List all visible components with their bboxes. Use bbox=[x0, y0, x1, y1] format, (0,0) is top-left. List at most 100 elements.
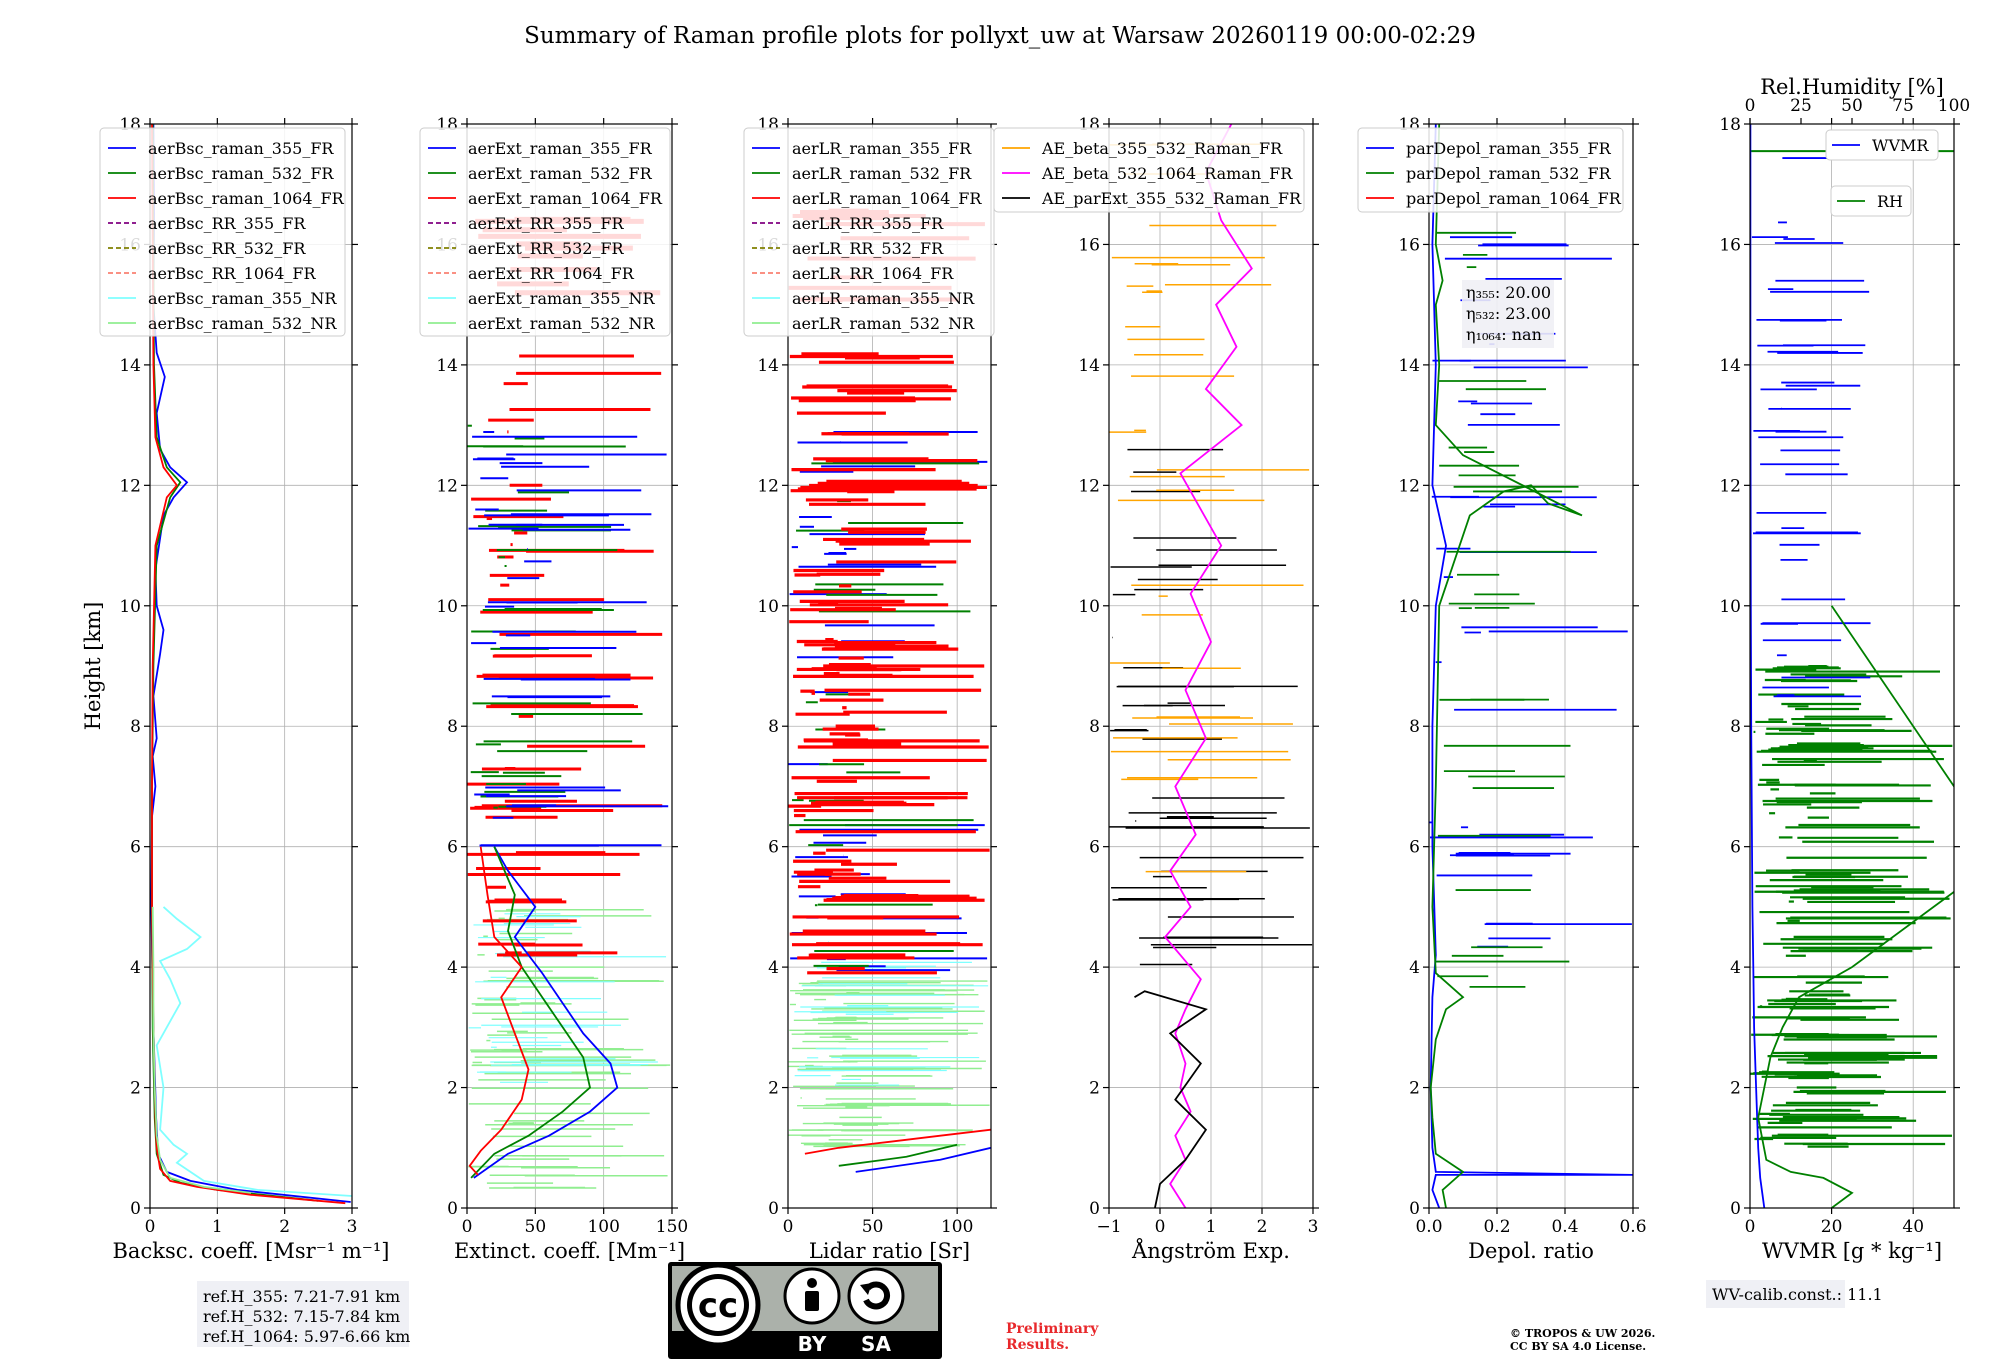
reference-height-box: ref.H_355: 7.21-7.91 km ref.H_532: 7.15-… bbox=[197, 1281, 410, 1347]
axes-frame bbox=[1428, 123, 1634, 1209]
y-tick-label: 0 bbox=[768, 1199, 779, 1219]
y-tick-label: 10 bbox=[757, 597, 779, 617]
x-tick-label: 3 bbox=[1308, 1217, 1319, 1237]
y-tick-label: 0 bbox=[130, 1199, 141, 1219]
legend-label: parDepol_raman_355_FR bbox=[1406, 139, 1612, 158]
x-tick-label: 20 bbox=[1821, 1217, 1843, 1237]
legend-label: aerExt_RR_355_FR bbox=[468, 214, 625, 233]
eta-value: η₅₃₂: 23.00 bbox=[1466, 304, 1551, 323]
series-WVMR bbox=[1750, 124, 1766, 1208]
legend-extinction: aerExt_raman_355_FR aerExt_raman_532_FRae… bbox=[419, 127, 671, 337]
legend-label: aerExt_raman_1064_FR bbox=[468, 189, 663, 208]
x-axis-label: Backsc. coeff. [Msr⁻¹ m⁻¹] bbox=[113, 1239, 390, 1263]
y-tick-label: 14 bbox=[436, 356, 458, 376]
legend-box bbox=[993, 127, 1305, 213]
legend-box bbox=[99, 127, 346, 337]
y-tick-label: 10 bbox=[436, 597, 458, 617]
y-tick-label: 8 bbox=[768, 717, 779, 737]
y-tick-label: 14 bbox=[1398, 356, 1420, 376]
y-tick-label: 4 bbox=[447, 958, 458, 978]
y-tick-label: 10 bbox=[1398, 597, 1420, 617]
x-tick-label: 0 bbox=[145, 1217, 156, 1237]
y-tick-label: 4 bbox=[130, 958, 141, 978]
y-tick-label: 6 bbox=[130, 838, 141, 858]
x-tick-label: 100 bbox=[941, 1217, 973, 1237]
y-tick-label: 12 bbox=[757, 476, 779, 496]
x-tick-label: 50 bbox=[525, 1217, 547, 1237]
y-tick-label: 10 bbox=[119, 597, 141, 617]
x-tick-label: 0.2 bbox=[1483, 1217, 1510, 1237]
series-aerLR_raman_532_FR bbox=[838, 1143, 958, 1167]
legend-lidar_ratio: aerLR_raman_355_FR aerLR_raman_532_FR aerL… bbox=[743, 127, 995, 337]
eta-value: η₁₀₆₄: nan bbox=[1466, 325, 1542, 344]
legend-label: aerExt_raman_532_NR bbox=[468, 314, 656, 333]
x-tick-label: 40 bbox=[1902, 1217, 1924, 1237]
y-tick-label: 16 bbox=[1719, 235, 1741, 255]
copyright-line2: CC BY SA 4.0 License. bbox=[1510, 1340, 1646, 1353]
x-tick-label: 0 bbox=[1155, 1217, 1166, 1237]
x-tick-label: 1 bbox=[212, 1217, 223, 1237]
eta-box: η₃₅₅: 20.00 η₅₃₂: 23.00 η₁₀₆₄: nan bbox=[1462, 280, 1554, 348]
y-tick-label: 8 bbox=[447, 717, 458, 737]
legend-angstrom: AE_beta_355_532_Raman_FR AE_beta_532_1064… bbox=[993, 127, 1305, 213]
axes-frame bbox=[466, 123, 673, 1209]
series-AE_beta_532_1064_Raman_FR bbox=[1163, 124, 1253, 1208]
legend-label: aerLR_raman_532_FR bbox=[792, 164, 972, 183]
legend-backscatter: aerBsc_raman_355_FR aerBsc_raman_532_FRae… bbox=[99, 127, 346, 337]
y-tick-label: 14 bbox=[1719, 356, 1741, 376]
top-x-tick-label: 50 bbox=[1841, 96, 1863, 116]
panel-extinction: 050100150024681012141618Extinct. coeff. … bbox=[419, 115, 688, 1263]
preliminary-note-line1: Preliminary bbox=[1006, 1321, 1099, 1337]
legend-label: AE_parExt_355_532_Raman_FR bbox=[1041, 189, 1302, 208]
y-tick-label: 6 bbox=[1730, 838, 1741, 858]
legend-label: parDepol_raman_532_FR bbox=[1406, 164, 1612, 183]
y-tick-label: 2 bbox=[447, 1079, 458, 1099]
legend-label: aerExt_raman_532_FR bbox=[468, 164, 653, 183]
series-aerBsc_raman_532_NR bbox=[151, 906, 252, 1194]
legend-label: aerExt_raman_355_NR bbox=[468, 289, 656, 308]
top-x-tick-label: 75 bbox=[1892, 96, 1914, 116]
legend-label: aerBsc_raman_532_NR bbox=[148, 314, 337, 333]
legend-label: aerExt_raman_355_FR bbox=[468, 139, 653, 158]
plot-area-wvmr bbox=[1750, 124, 1954, 1208]
y-tick-label: 6 bbox=[1409, 838, 1420, 858]
y-tick-label: 14 bbox=[1078, 356, 1100, 376]
y-tick-label: 2 bbox=[130, 1079, 141, 1099]
legend-label: aerBsc_raman_355_FR bbox=[148, 139, 334, 158]
y-tick-label: 2 bbox=[1089, 1079, 1100, 1099]
top-x-tick-label: 0 bbox=[1745, 96, 1756, 116]
x-axis-label: Lidar ratio [Sr] bbox=[809, 1239, 970, 1263]
x-tick-label: 0.0 bbox=[1415, 1217, 1442, 1237]
plot-area-depol bbox=[1429, 124, 1633, 1208]
series-aerExt_raman_1064_FR bbox=[468, 846, 530, 1176]
x-tick-label: 2 bbox=[279, 1217, 290, 1237]
y-tick-label: 4 bbox=[1089, 958, 1100, 978]
legend-label: RH bbox=[1877, 192, 1903, 211]
y-tick-label: 8 bbox=[1730, 717, 1741, 737]
legend-label: aerBsc_RR_355_FR bbox=[148, 214, 306, 233]
y-tick-label: 2 bbox=[768, 1079, 779, 1099]
y-tick-label: 10 bbox=[1078, 597, 1100, 617]
y-tick-label: 0 bbox=[447, 1199, 458, 1219]
legend-box bbox=[1357, 127, 1624, 213]
x-tick-label: 3 bbox=[347, 1217, 358, 1237]
legend-label: aerExt_RR_1064_FR bbox=[468, 264, 635, 283]
legend-label: aerExt_RR_532_FR bbox=[468, 239, 625, 258]
y-tick-label: 12 bbox=[1398, 476, 1420, 496]
cc-license-badge: cc BY SA bbox=[668, 1262, 942, 1359]
y-tick-label: 12 bbox=[1719, 476, 1741, 496]
legend-box bbox=[1825, 129, 1939, 161]
plot-area-lidar_ratio bbox=[788, 208, 991, 1173]
x-tick-label: 100 bbox=[587, 1217, 619, 1237]
y-tick-label: 4 bbox=[1409, 958, 1420, 978]
y-tick-label: 10 bbox=[1719, 597, 1741, 617]
x-tick-label: 0 bbox=[462, 1217, 473, 1237]
preliminary-note-line2: Results. bbox=[1006, 1337, 1069, 1353]
x-axis-label: Depol. ratio bbox=[1468, 1239, 1594, 1263]
y-tick-label: 16 bbox=[1078, 235, 1100, 255]
panel-lidar_ratio: 050100024681012141618Lidar ratio [Sr]aer… bbox=[743, 115, 997, 1263]
y-tick-label: 0 bbox=[1730, 1199, 1741, 1219]
y-tick-label: 8 bbox=[1409, 717, 1420, 737]
